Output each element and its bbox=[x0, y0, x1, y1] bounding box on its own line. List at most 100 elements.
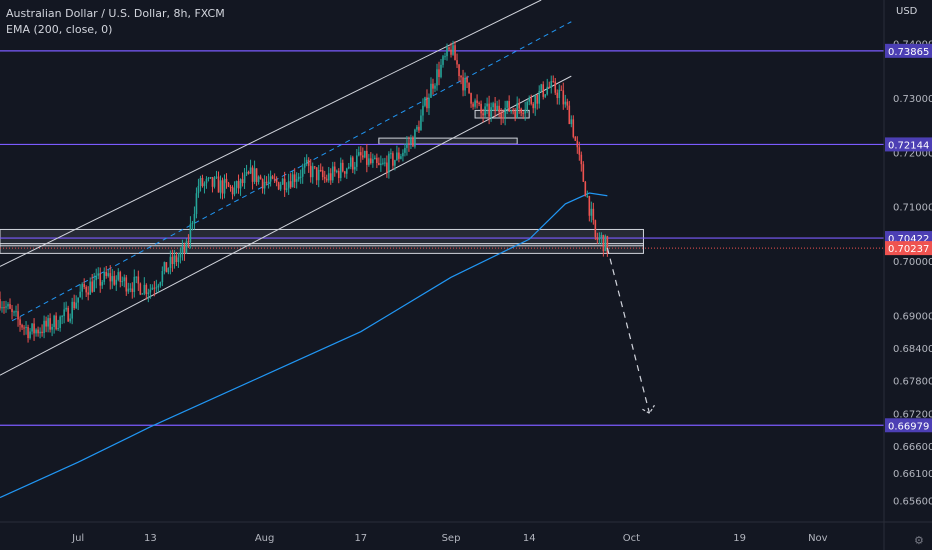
candle-body bbox=[73, 301, 75, 309]
price-label-text: 0.72144 bbox=[888, 140, 929, 151]
candle-body bbox=[540, 84, 543, 91]
candle-body bbox=[538, 90, 541, 104]
candle-body bbox=[249, 167, 252, 174]
price-label-text: 0.73865 bbox=[888, 47, 929, 58]
candle-body bbox=[195, 193, 198, 214]
candle-body bbox=[141, 293, 144, 295]
candle-body bbox=[550, 81, 553, 88]
candle-body bbox=[578, 147, 581, 155]
gear-icon[interactable]: ⚙ bbox=[914, 534, 924, 547]
candle-body bbox=[61, 316, 63, 318]
y-tick-label: 0.70000 bbox=[893, 257, 932, 268]
channel-median-line[interactable] bbox=[11, 21, 572, 322]
candle-body bbox=[472, 103, 474, 107]
candle-body bbox=[129, 288, 132, 290]
candle-body bbox=[63, 309, 65, 317]
candle-body bbox=[502, 117, 504, 119]
candle-body bbox=[544, 94, 547, 97]
x-tick-label: Oct bbox=[623, 533, 640, 544]
candle-body bbox=[35, 329, 37, 334]
candle-body bbox=[468, 82, 470, 94]
candle-body bbox=[217, 176, 220, 193]
candle-body bbox=[506, 101, 508, 108]
candle-body bbox=[398, 152, 400, 159]
candle-body bbox=[275, 179, 278, 183]
candle-body bbox=[526, 101, 528, 110]
candle-body bbox=[349, 157, 352, 167]
x-tick-label: 14 bbox=[523, 533, 536, 544]
candle-body bbox=[534, 95, 537, 109]
candle-body bbox=[221, 180, 224, 194]
candle-body bbox=[289, 181, 292, 188]
candle-body bbox=[271, 176, 274, 179]
candle-body bbox=[247, 171, 250, 174]
candle-body bbox=[514, 111, 516, 118]
candle-body bbox=[564, 101, 567, 105]
candle-body bbox=[388, 153, 390, 173]
candle-body bbox=[498, 105, 500, 113]
candle-body bbox=[255, 168, 258, 182]
candle-body bbox=[386, 162, 388, 173]
candle-body bbox=[237, 181, 240, 189]
candle-body bbox=[11, 308, 13, 312]
candle-body bbox=[500, 112, 502, 118]
candle-body bbox=[532, 103, 535, 109]
candle-body bbox=[432, 83, 434, 89]
candle-body bbox=[33, 323, 35, 334]
candle-body bbox=[15, 311, 17, 313]
candle-body bbox=[372, 159, 374, 164]
candle-body bbox=[65, 307, 67, 310]
candle-body bbox=[392, 153, 394, 166]
x-tick-label: Aug bbox=[255, 533, 275, 544]
candle-body bbox=[582, 164, 585, 182]
candle-body bbox=[279, 184, 282, 190]
y-tick-label: 0.66600 bbox=[893, 442, 932, 453]
candle-body bbox=[556, 92, 559, 99]
candle-body bbox=[201, 177, 204, 187]
currency-label[interactable]: USD bbox=[896, 6, 918, 17]
candle-body bbox=[225, 178, 228, 183]
candle-body bbox=[243, 174, 246, 184]
candle-body bbox=[269, 176, 272, 182]
candle-body bbox=[329, 173, 332, 181]
candle-body bbox=[95, 275, 98, 281]
candle-body bbox=[456, 60, 458, 65]
candle-body bbox=[7, 304, 9, 307]
candle-body bbox=[239, 179, 242, 189]
candle-body bbox=[161, 270, 164, 283]
candle-body bbox=[492, 103, 494, 108]
candle-body bbox=[231, 187, 234, 195]
candle-body bbox=[57, 328, 59, 330]
candle-body bbox=[309, 165, 312, 178]
candle-body bbox=[374, 157, 376, 160]
candle-body bbox=[574, 136, 577, 141]
candle-body bbox=[307, 159, 310, 166]
channel-lower-line[interactable] bbox=[0, 75, 572, 376]
candle-body bbox=[23, 327, 25, 329]
y-tick-label: 0.67200 bbox=[893, 409, 932, 420]
candle-body bbox=[384, 162, 386, 164]
candle-body bbox=[516, 103, 518, 118]
candle-body bbox=[600, 235, 603, 238]
candle-body bbox=[295, 179, 298, 182]
candle-body bbox=[127, 288, 130, 292]
candle-body bbox=[299, 176, 302, 178]
candle-body bbox=[440, 64, 442, 78]
candle-body bbox=[17, 311, 19, 320]
candle-body bbox=[115, 279, 118, 285]
candle-body bbox=[408, 143, 410, 145]
candle-body bbox=[145, 284, 148, 295]
candle-body bbox=[524, 109, 526, 114]
candle-body bbox=[49, 318, 51, 330]
candle-body bbox=[83, 283, 85, 287]
zone-rectangle[interactable] bbox=[474, 109, 530, 119]
candle-body bbox=[69, 318, 71, 322]
candle-body bbox=[416, 126, 418, 130]
candle-body bbox=[558, 89, 561, 99]
candle-body bbox=[147, 292, 150, 295]
candle-body bbox=[67, 307, 69, 322]
candle-body bbox=[376, 157, 378, 164]
candle-body bbox=[586, 196, 589, 198]
